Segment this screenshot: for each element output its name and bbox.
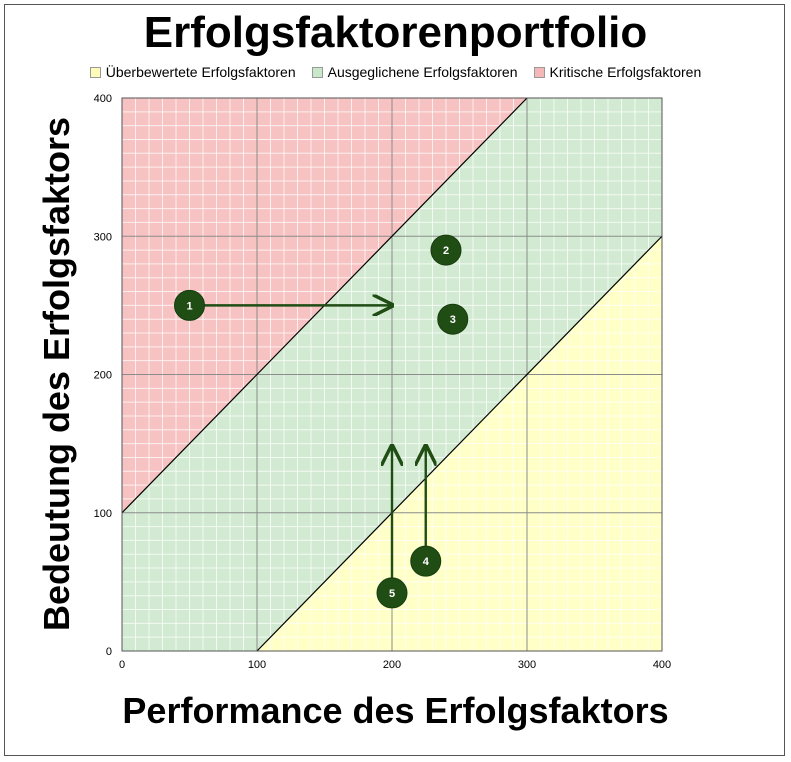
x-tick-label: 300: [518, 659, 536, 671]
plot-border: [121, 97, 663, 652]
data-point-2: [430, 234, 462, 266]
data-point-4: [410, 545, 442, 577]
x-tick-label: 100: [248, 659, 266, 671]
legend-item-ausgeglichen: Ausgeglichene Erfolgsfaktoren: [311, 64, 518, 80]
y-tick-label: 200: [94, 370, 112, 382]
y-tick-label: 400: [94, 93, 112, 105]
chart-legend: Überbewertete Erfolgsfaktoren Ausgeglich…: [0, 64, 791, 80]
legend-label-kritisch: Kritische Erfolgsfaktoren: [549, 64, 702, 80]
data-point-5: [376, 577, 408, 609]
data-point-3: [437, 303, 469, 335]
legend-item-ueberbewertet: Überbewertete Erfolgsfaktoren: [89, 64, 296, 80]
data-point-label-3: 3: [450, 314, 456, 326]
data-point-label-2: 2: [443, 245, 449, 257]
data-point-label-1: 1: [186, 300, 192, 312]
data-point-1: [174, 289, 205, 321]
data-point-label-5: 5: [389, 588, 395, 600]
boundary-line-lower: [256, 235, 663, 652]
x-tick-label: 400: [653, 659, 671, 671]
legend-swatch-ausgeglichen: [311, 66, 323, 78]
chart-frame: [4, 4, 785, 756]
legend-label-ausgeglichen: Ausgeglichene Erfolgsfaktoren: [327, 64, 518, 80]
legend-item-kritisch: Kritische Erfolgsfaktoren: [533, 64, 702, 80]
x-axis-label: Performance des Erfolgsfaktors: [122, 690, 669, 731]
legend-label-ueberbewertet: Überbewertete Erfolgsfaktoren: [105, 64, 296, 80]
y-tick-label: 300: [94, 231, 112, 243]
data-point-label-4: 4: [423, 556, 430, 568]
x-tick-label: 0: [119, 659, 125, 671]
legend-swatch-kritisch: [533, 66, 545, 78]
y-tick-label: 0: [106, 646, 112, 658]
chart-title: Erfolgsfaktorenportfolio: [143, 8, 648, 57]
y-tick-label: 100: [94, 508, 112, 520]
x-tick-label: 200: [383, 659, 401, 671]
legend-swatch-ueberbewertet: [89, 66, 101, 78]
